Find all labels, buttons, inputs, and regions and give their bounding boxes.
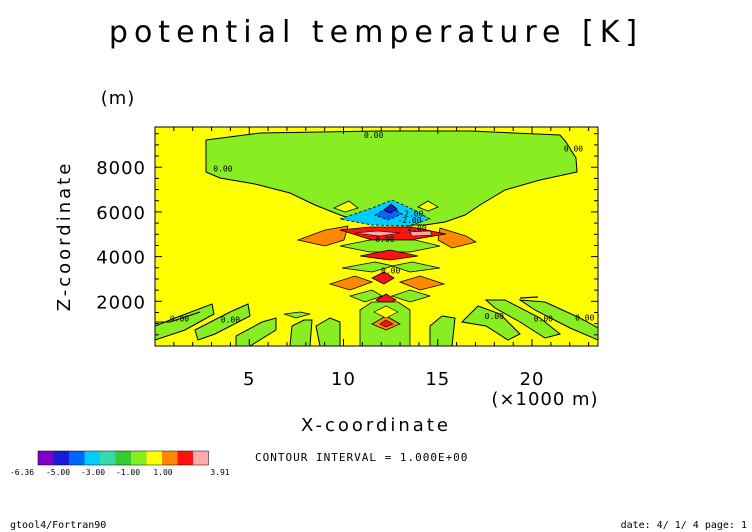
colorbar-swatch <box>193 451 209 465</box>
plot-area <box>155 127 598 346</box>
contour-label: 0.00 <box>534 314 553 323</box>
colorbar-label: -1.00 <box>116 468 140 477</box>
contour-label: 0.00 <box>364 131 383 140</box>
contour-label: 0.00 <box>564 145 583 154</box>
right-green-band <box>460 305 521 341</box>
colorbar-labels: -6.36 -5.00 -3.00 -1.00 1.00 3.91 <box>10 468 230 477</box>
colorbar-swatch <box>177 451 193 465</box>
contour-segment <box>519 296 539 299</box>
colorbar-swatch <box>84 451 100 465</box>
colorbar-swatch <box>69 451 85 465</box>
colorbar-swatch <box>38 451 54 465</box>
x-axis-title: X-coordinate <box>301 415 451 436</box>
left-green-speck <box>283 311 311 319</box>
red-cell <box>371 271 395 285</box>
contour-label: 2.00 <box>407 224 426 233</box>
contour-interval: CONTOUR INTERVAL = 1.000E+00 <box>255 451 468 464</box>
contour-label: 0.00 <box>213 165 232 174</box>
green-lobe <box>390 261 441 273</box>
y-tick-label: 2000 <box>96 292 146 313</box>
pink-core <box>409 230 433 237</box>
orange-lobe <box>398 275 446 291</box>
left-green-band <box>194 303 251 341</box>
left-green-band <box>289 319 313 346</box>
colorbar-swatch <box>115 451 131 465</box>
contour-label: -2.00 <box>399 209 423 218</box>
y-tick-label: 8000 <box>96 158 146 179</box>
y-unit-label: (m) <box>101 88 136 109</box>
negative-core-darkblue <box>383 203 398 214</box>
colorbar-label: 1.00 <box>153 468 172 477</box>
x-tick-label: 10 <box>331 369 356 390</box>
footer-right: date: 4/ 1/ 4 page: 1 <box>621 520 747 531</box>
colorbar-frame <box>37 450 209 466</box>
yellow-island <box>332 200 359 213</box>
y-axis-ticks: 2000 4000 6000 8000 <box>96 133 598 336</box>
x-axis-ticks: 5 10 15 20 <box>173 127 590 390</box>
green-band <box>339 239 441 253</box>
contour-label: 0.00 <box>575 313 594 322</box>
y-axis-title: Z-coordinate <box>54 161 75 312</box>
contour-label: 0.00 <box>221 316 240 325</box>
colorbar-label: -6.36 <box>10 468 34 477</box>
red-cell <box>379 319 394 328</box>
colorbar-swatch <box>146 451 162 465</box>
x-tick-label: 5 <box>243 369 255 390</box>
contour-label: 0.00 <box>170 314 189 323</box>
green-lobe <box>390 289 432 303</box>
y-tick-label: 6000 <box>96 203 146 224</box>
colorbar-swatch <box>53 451 69 465</box>
colorbar-label: -5.00 <box>46 468 70 477</box>
contour-label: 0.00 <box>485 312 504 321</box>
right-green-band <box>429 315 456 346</box>
chart-title: potential temperature [K] <box>109 15 643 50</box>
colorbar-label: -3.00 <box>81 468 105 477</box>
plot-frame <box>154 126 599 347</box>
x-tick-label: 15 <box>425 369 450 390</box>
yellow-cell <box>373 305 399 319</box>
colorbar-label: 3.91 <box>210 468 229 477</box>
right-green-band <box>484 299 562 339</box>
orange-lobe-right <box>437 227 478 249</box>
left-green-band <box>235 317 277 346</box>
contour-line <box>155 311 201 323</box>
right-green-band <box>518 299 598 341</box>
orange-lobe <box>328 275 374 291</box>
colorbar-swatch <box>131 451 147 465</box>
contour-label: 0.00 <box>375 235 394 244</box>
y-tick-label: 4000 <box>96 248 146 269</box>
contour-labels: 0.000.000.00-2.00-2.002.000.000.000.00 0.… <box>170 131 595 324</box>
yellow-island <box>417 200 439 212</box>
left-green-band <box>155 303 215 341</box>
contour-label: -2.00 <box>397 216 421 225</box>
upper-green-region <box>205 130 578 226</box>
left-green-band <box>315 317 341 346</box>
orange-lobe-left <box>296 225 349 247</box>
colorbar-swatch <box>100 451 116 465</box>
colorbar <box>37 450 209 466</box>
colorbar-swatch <box>162 451 178 465</box>
x-unit-label: (×1000 m) <box>491 389 598 410</box>
x-tick-label: 20 <box>520 369 545 390</box>
pink-core <box>354 230 401 237</box>
contour-label: 0.00 <box>381 266 400 275</box>
footer-left: gtool4/Fortran90 <box>10 520 106 531</box>
red-band-lower <box>359 249 419 261</box>
